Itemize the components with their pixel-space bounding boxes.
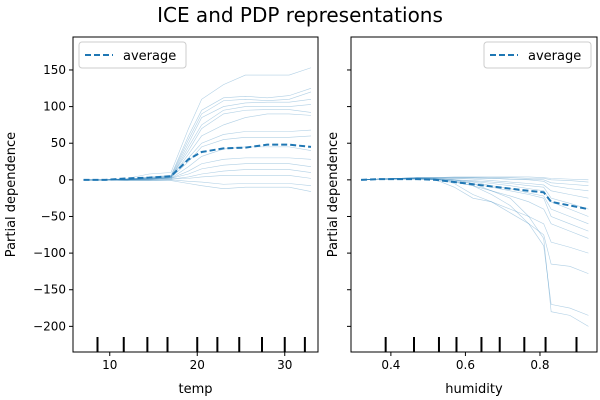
y-tick-label: 150 [43, 63, 66, 77]
legend: average [78, 41, 187, 69]
x-tick-label: 0.6 [456, 358, 475, 372]
x-tick-label: 20 [190, 358, 205, 372]
x-tick-label: 0.4 [381, 358, 400, 372]
humidity-panel: 0.4 0.6 0.8 humidity Partial dependence avera… [326, 36, 598, 397]
y-tick-label: 0 [58, 173, 66, 187]
ice-line [361, 177, 589, 274]
ice-line [83, 146, 312, 181]
y-axis-label: Partial dependence [326, 132, 341, 257]
figure-title: ICE and PDP representations [157, 3, 443, 27]
ice-line [83, 179, 312, 187]
legend-box [483, 41, 592, 69]
legend: average [483, 41, 592, 69]
ice-line [361, 178, 589, 254]
y-tick-label: −100 [33, 246, 66, 260]
legend-label: average [528, 49, 581, 64]
y-axis-label: Partial dependence [4, 132, 19, 257]
legend-box [78, 41, 187, 69]
ice-line [83, 98, 312, 181]
axes-frame [72, 36, 319, 353]
x-tick-label: 10 [102, 358, 117, 372]
average-line [361, 178, 589, 211]
ice-line [361, 178, 589, 239]
x-axis-label: temp [178, 382, 212, 397]
y-tick-label: 50 [51, 136, 66, 150]
ice-line [83, 67, 312, 181]
ice-line [83, 179, 312, 192]
ice-line [83, 157, 312, 181]
ice-line [83, 113, 312, 181]
x-axis-label: humidity [445, 382, 503, 397]
ice-line [83, 175, 312, 181]
ice-line [361, 178, 589, 327]
y-tick-label: −150 [33, 283, 66, 297]
y-tick-label: 100 [43, 100, 66, 114]
y-tick-label: −50 [41, 209, 66, 223]
y-tick-label: −200 [33, 319, 66, 333]
x-tick-label: 0.8 [530, 358, 549, 372]
average-line [83, 143, 312, 181]
ice-line [83, 169, 312, 181]
axes-frame [350, 36, 598, 353]
legend-label: average [123, 49, 176, 64]
temp-panel: 10 20 30 150 100 50 0 −50 −100 −150 −200 temp Partia… [4, 36, 319, 397]
ice-line [83, 135, 312, 181]
x-tick-label: 30 [277, 358, 292, 372]
ice-line [83, 104, 312, 181]
